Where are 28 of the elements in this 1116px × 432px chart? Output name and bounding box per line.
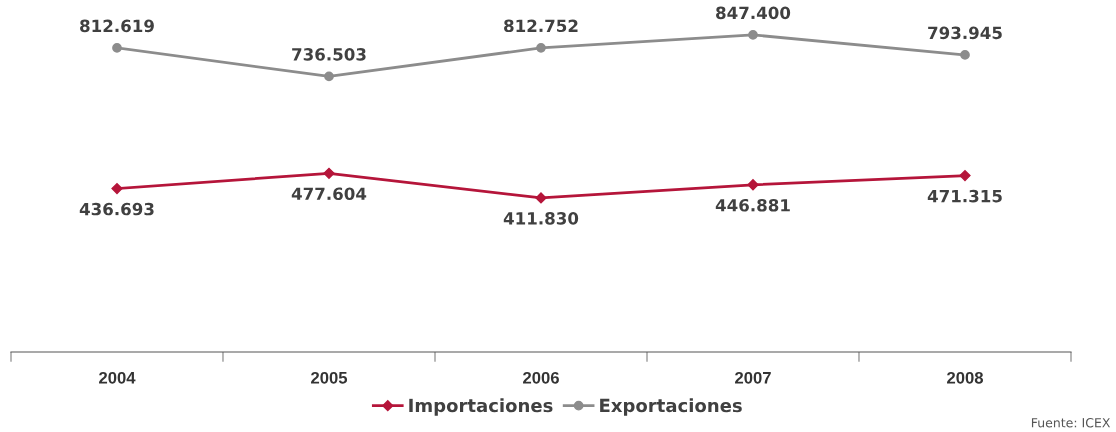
point	[959, 170, 971, 182]
data-label: 812.619	[80, 19, 154, 33]
x-tick-label: 2004	[99, 371, 136, 384]
x-tick-label: 2005	[311, 371, 348, 384]
point	[111, 182, 123, 195]
data-label: 446.881	[715, 198, 790, 212]
legend-label: Importaciones	[409, 398, 553, 416]
point	[323, 167, 335, 179]
x-tick-label: 2008	[947, 371, 984, 384]
point	[747, 179, 759, 191]
data-label: 812.752	[504, 19, 578, 33]
point	[324, 71, 334, 82]
data-label: 436.693	[79, 202, 154, 216]
source-note: Fuente: ICEX	[1031, 417, 1111, 428]
data-label: 477.604	[291, 187, 367, 201]
x-tick-label: 2007	[735, 371, 771, 384]
point	[536, 42, 546, 53]
data-label: 471.315	[927, 189, 1002, 203]
data-label: 847.400	[716, 6, 791, 20]
data-label: 736.503	[292, 48, 366, 61]
point	[748, 30, 758, 40]
legend-label: Exportaciones	[600, 398, 742, 416]
data-label: 793.945	[928, 26, 1002, 40]
point	[960, 50, 970, 60]
data-label: 411.830	[503, 212, 579, 225]
point	[112, 43, 122, 53]
point	[535, 192, 547, 204]
x-tick-label: 2006	[523, 371, 559, 384]
